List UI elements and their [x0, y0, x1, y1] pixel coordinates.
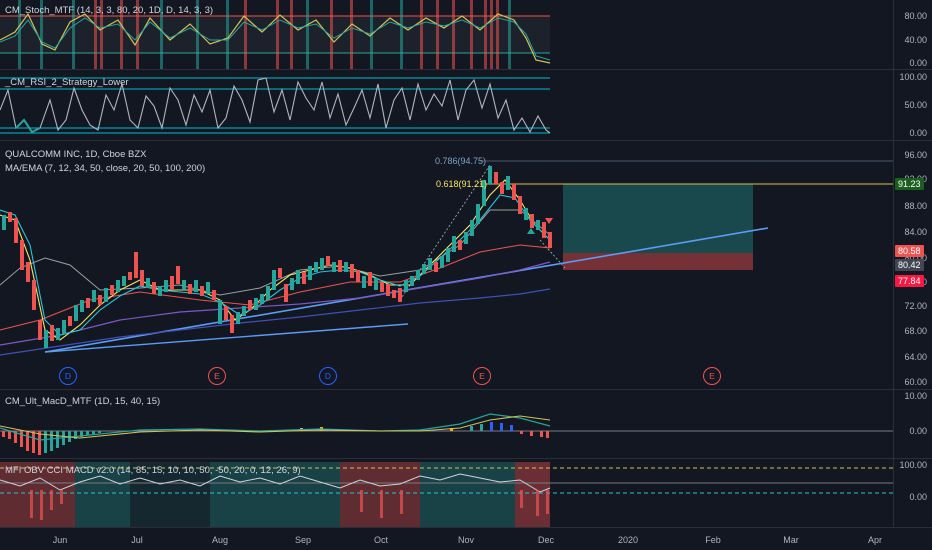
symbol-title[interactable]: QUALCOMM INC, 1D, Cboe BZX: [5, 149, 147, 160]
time-axis-label: Oct: [373, 535, 389, 545]
long-position-stop-zone: [563, 253, 753, 270]
sell-signal-arrow-icon: [545, 218, 553, 224]
axis-tick: 84.00: [904, 227, 927, 237]
mfi-histogram: [30, 490, 549, 520]
axis-tick: 100.00: [899, 72, 927, 82]
time-axis-label: Dec: [537, 535, 555, 545]
axis-tick: 88.00: [904, 201, 927, 211]
earnings-marker[interactable]: E: [473, 367, 491, 385]
target-price-badge: 91.23: [895, 178, 924, 190]
axis-tick: 72.00: [904, 301, 927, 311]
mfi-zone: [210, 462, 340, 527]
axis-tick: 50.00: [904, 100, 927, 110]
pane-separator[interactable]: [0, 389, 932, 390]
mfi-legend[interactable]: MFI OBV CCI MACD v2.0 (14, 85, 15, 10, 1…: [5, 465, 301, 476]
time-axis-label: Feb: [705, 535, 721, 545]
axis-tick: 80.00: [904, 253, 927, 263]
rsi-oversold-highlight: [15, 118, 41, 134]
mfi-price-axis[interactable]: 100.00 0.00: [893, 459, 932, 527]
axis-tick: 10.00: [904, 391, 927, 401]
macd-histogram: [2, 422, 549, 455]
time-axis-label: 2020: [617, 535, 639, 545]
stoch-d-line: [0, 17, 551, 61]
macd-legend[interactable]: CM_Ult_MacD_MTF (1D, 15, 40, 15): [5, 396, 161, 407]
stoch-bars: [18, 0, 511, 69]
mfi-zone: [130, 462, 210, 527]
rsi-legend[interactable]: _CM_RSI_2_Strategy_Lower: [5, 77, 129, 88]
pane-separator[interactable]: [0, 69, 932, 70]
fib-trend-line: [399, 164, 491, 301]
macd-signal-line: [0, 415, 551, 439]
stoch-pane[interactable]: [0, 0, 893, 69]
time-axis-label: Jun: [52, 535, 68, 545]
macd-pane[interactable]: [0, 390, 893, 458]
time-axis-label: Jul: [131, 535, 143, 545]
price-badge: 80.58: [895, 245, 924, 257]
axis-tick: 68.00: [904, 326, 927, 336]
mfi-zone: [75, 462, 130, 527]
pane-separator[interactable]: [0, 140, 932, 141]
ma-200-line: [0, 288, 551, 356]
axis-tick: 0.00: [909, 492, 927, 502]
pane-separator[interactable]: [0, 458, 932, 459]
earnings-marker[interactable]: E: [703, 367, 721, 385]
candles: [2, 166, 552, 348]
stoch-price-axis[interactable]: 80.00 40.00 0.00: [893, 0, 932, 69]
stoch-band: [0, 16, 550, 53]
time-axis-label: Nov: [457, 535, 475, 545]
axis-tick: 60.00: [904, 377, 927, 387]
fib-618-label: 0.618(91.21): [436, 179, 488, 189]
time-axis-label: Apr: [867, 535, 883, 545]
axis-tick: 96.00: [904, 150, 927, 160]
earnings-marker[interactable]: E: [208, 367, 226, 385]
support-trend-line-2: [44, 323, 409, 353]
stoch-legend[interactable]: CM_Stoch_MTF (14, 3, 3, 80, 20, 1D, D, 1…: [5, 5, 214, 16]
time-axis-label: Sep: [294, 535, 312, 545]
ma-100-line: [0, 261, 551, 346]
axis-tick: 80.00: [904, 11, 927, 21]
buy-signal-arrow-icon: [527, 228, 535, 234]
axis-tick: 0.00: [909, 128, 927, 138]
axis-tick: 0.00: [909, 58, 927, 68]
fib-786-label: 0.786(94.75): [435, 156, 487, 166]
mfi-zone: [420, 462, 515, 527]
macd-line: [0, 413, 551, 441]
axis-tick: 0.00: [909, 426, 927, 436]
dividend-marker[interactable]: D: [59, 367, 77, 385]
mfi-line: [0, 473, 551, 493]
price-badge: 80.42: [895, 259, 924, 271]
time-axis-label: Mar: [783, 535, 799, 545]
axis-tick: 64.00: [904, 352, 927, 362]
ema-12-line: [0, 194, 551, 336]
axis-tick: 100.00: [899, 460, 927, 470]
macd-price-axis[interactable]: 10.00 0.00: [893, 390, 932, 458]
stop-price-badge: 77.84: [895, 275, 924, 287]
stoch-k-line: [0, 12, 551, 64]
time-axis-separator: [0, 527, 932, 528]
rsi-price-axis[interactable]: 100.00 50.00 0.00: [893, 70, 932, 140]
dividend-marker[interactable]: D: [319, 367, 337, 385]
time-axis-label: Aug: [211, 535, 229, 545]
ma-ema-legend[interactable]: MA/EMA (7, 12, 34, 50, close, 20, 50, 10…: [5, 163, 206, 174]
ema-7-line: [0, 179, 551, 341]
long-position-target-zone: [563, 184, 753, 253]
rsi-line: [0, 77, 551, 134]
axis-tick: 40.00: [904, 35, 927, 45]
